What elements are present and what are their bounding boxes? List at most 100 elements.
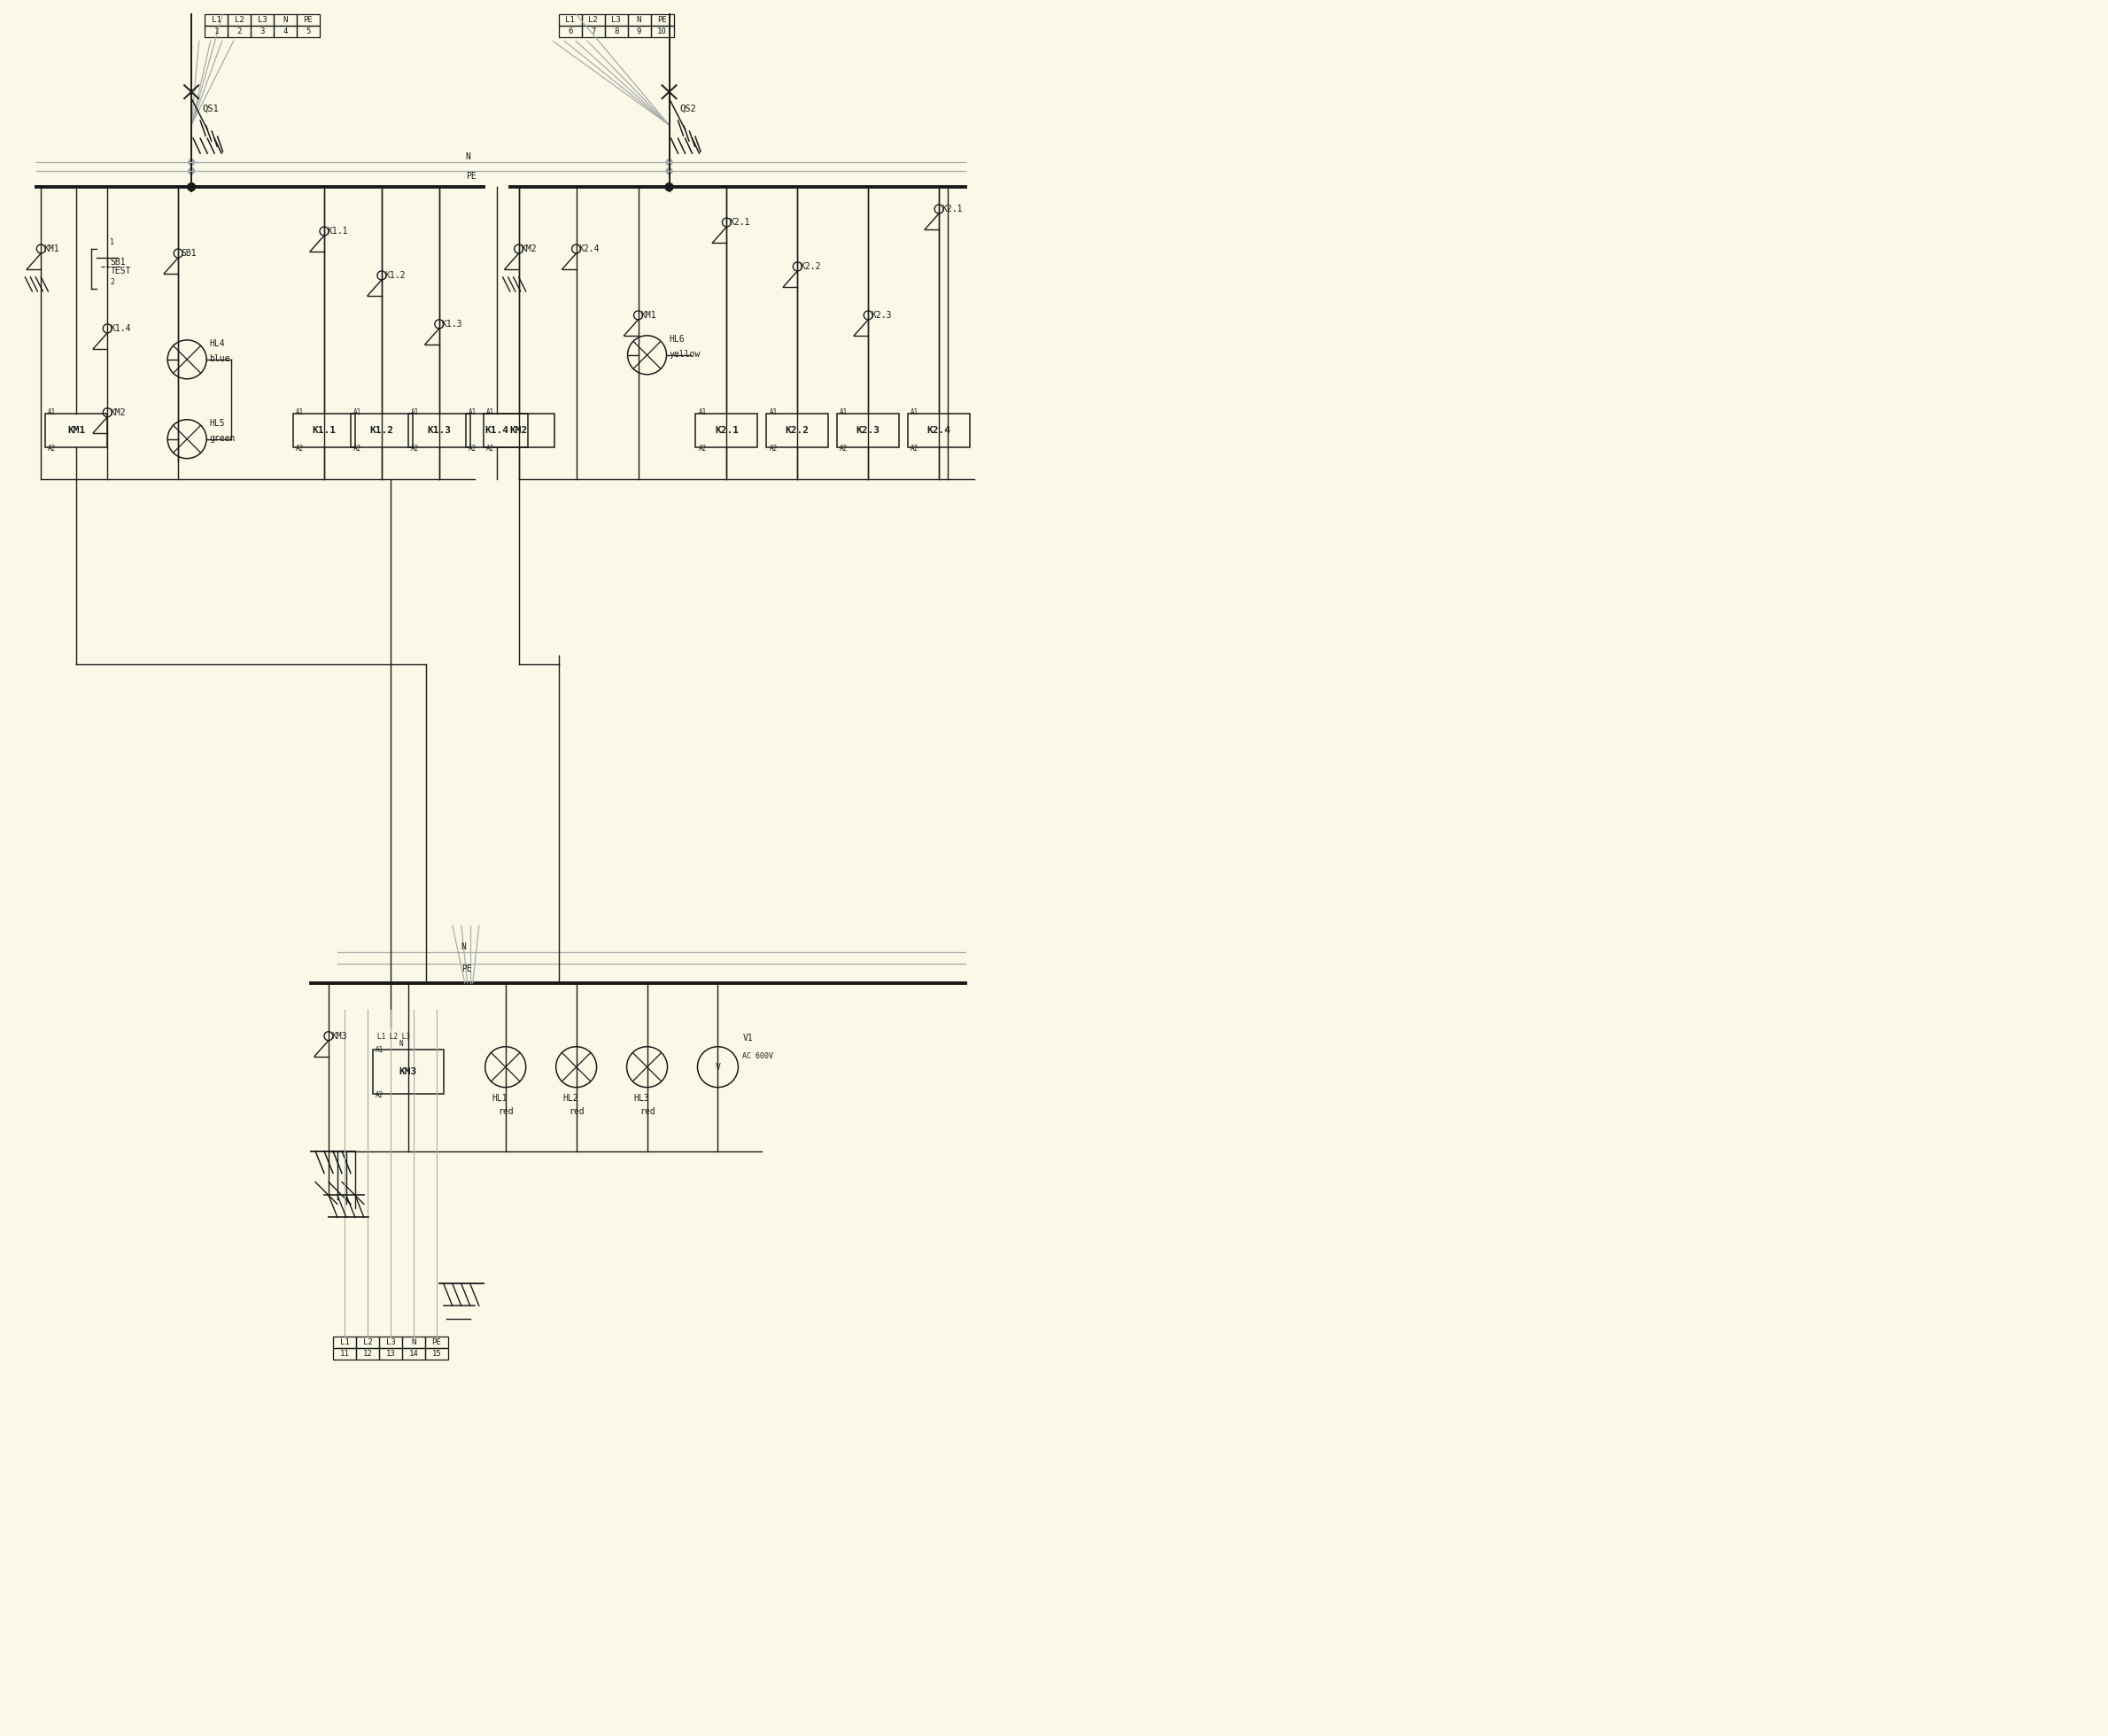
Text: 11: 11 — [339, 1351, 350, 1358]
Bar — [651, 14, 675, 26]
Bar — [426, 1337, 449, 1349]
Text: HL6: HL6 — [668, 335, 685, 344]
Bar — [559, 14, 582, 26]
Text: L1: L1 — [565, 16, 575, 24]
Bar — [228, 14, 251, 26]
Text: red: red — [497, 1108, 514, 1116]
Bar — [379, 1349, 403, 1359]
Text: A2: A2 — [839, 444, 847, 453]
Text: K1.2: K1.2 — [384, 271, 405, 279]
Text: A2: A2 — [468, 444, 476, 453]
Text: L1 L2 L3: L1 L2 L3 — [377, 1033, 409, 1040]
Bar — [909, 413, 970, 446]
Bar — [333, 1349, 356, 1359]
Text: 8: 8 — [613, 28, 618, 36]
Bar — [403, 1349, 426, 1359]
Bar — [251, 14, 274, 26]
Text: N: N — [398, 1040, 403, 1047]
Bar — [605, 14, 628, 26]
Text: 15: 15 — [432, 1351, 441, 1358]
Bar — [228, 26, 251, 38]
Text: red: red — [569, 1108, 584, 1116]
Bar — [628, 26, 651, 38]
Bar — [837, 413, 900, 446]
Text: SB1: SB1 — [110, 257, 126, 267]
Text: K2.3: K2.3 — [871, 311, 892, 319]
Bar — [204, 26, 228, 38]
Text: A1: A1 — [698, 408, 706, 417]
Bar — [483, 413, 554, 446]
Text: A2: A2 — [354, 444, 363, 453]
Bar — [46, 413, 108, 446]
Text: K2.3: K2.3 — [856, 425, 881, 434]
Text: 4: 4 — [282, 28, 287, 36]
Text: A2: A2 — [769, 444, 778, 453]
Bar — [409, 413, 470, 446]
Text: N: N — [282, 16, 287, 24]
Circle shape — [188, 168, 194, 174]
Text: K1.1: K1.1 — [312, 425, 335, 434]
Text: L3: L3 — [611, 16, 622, 24]
Text: PE: PE — [658, 16, 666, 24]
Text: A2: A2 — [911, 444, 919, 453]
Circle shape — [666, 168, 672, 174]
Text: K2.4: K2.4 — [928, 425, 951, 434]
Text: 12: 12 — [363, 1351, 373, 1358]
Text: K1.3: K1.3 — [428, 425, 451, 434]
Bar — [605, 26, 628, 38]
Text: K2.1: K2.1 — [715, 425, 738, 434]
Text: 2: 2 — [236, 28, 242, 36]
Bar — [350, 413, 413, 446]
Text: TEST: TEST — [110, 267, 131, 276]
Text: A1: A1 — [411, 408, 419, 417]
Text: N: N — [637, 16, 641, 24]
Text: 9: 9 — [637, 28, 641, 36]
Text: K1.1: K1.1 — [327, 227, 348, 236]
Text: green: green — [209, 434, 236, 443]
Text: K1.2: K1.2 — [369, 425, 394, 434]
Text: A2: A2 — [375, 1090, 384, 1099]
Text: L3: L3 — [257, 16, 268, 24]
Bar — [356, 1349, 379, 1359]
Bar — [297, 14, 320, 26]
Bar — [373, 1049, 443, 1094]
Text: A2: A2 — [48, 444, 57, 453]
Text: PE: PE — [466, 172, 476, 181]
Bar — [356, 1337, 379, 1349]
Text: PE: PE — [304, 16, 312, 24]
Bar — [466, 413, 527, 446]
Text: HL2: HL2 — [563, 1094, 578, 1102]
Text: A1: A1 — [911, 408, 919, 417]
Text: PE: PE — [432, 1338, 441, 1347]
Text: A1: A1 — [354, 408, 363, 417]
Text: L1: L1 — [339, 1338, 350, 1347]
Text: QS2: QS2 — [679, 104, 696, 113]
Bar — [426, 1349, 449, 1359]
Text: 6: 6 — [567, 28, 573, 36]
Text: 13: 13 — [386, 1351, 396, 1358]
Text: 14: 14 — [409, 1351, 417, 1358]
Text: L1: L1 — [211, 16, 221, 24]
Bar — [333, 1337, 356, 1349]
Text: L3: L3 — [386, 1338, 396, 1347]
Bar — [559, 26, 582, 38]
Text: K2.1: K2.1 — [729, 219, 750, 227]
Text: AC 600V: AC 600V — [742, 1052, 774, 1061]
Bar — [628, 14, 651, 26]
Bar — [379, 1337, 403, 1349]
Text: A1: A1 — [375, 1045, 384, 1054]
Bar — [251, 26, 274, 38]
Text: N: N — [411, 1338, 415, 1347]
Text: KM1: KM1 — [67, 425, 86, 434]
Text: L2: L2 — [234, 16, 245, 24]
Bar — [403, 1337, 426, 1349]
Text: A1: A1 — [468, 408, 476, 417]
Text: A1: A1 — [295, 408, 304, 417]
Text: K2.2: K2.2 — [786, 425, 809, 434]
Bar — [274, 14, 297, 26]
Text: K2.1: K2.1 — [942, 205, 963, 214]
Text: 1: 1 — [110, 238, 114, 247]
Text: N: N — [462, 943, 466, 951]
Text: K1.4: K1.4 — [110, 325, 131, 333]
Circle shape — [666, 160, 672, 165]
